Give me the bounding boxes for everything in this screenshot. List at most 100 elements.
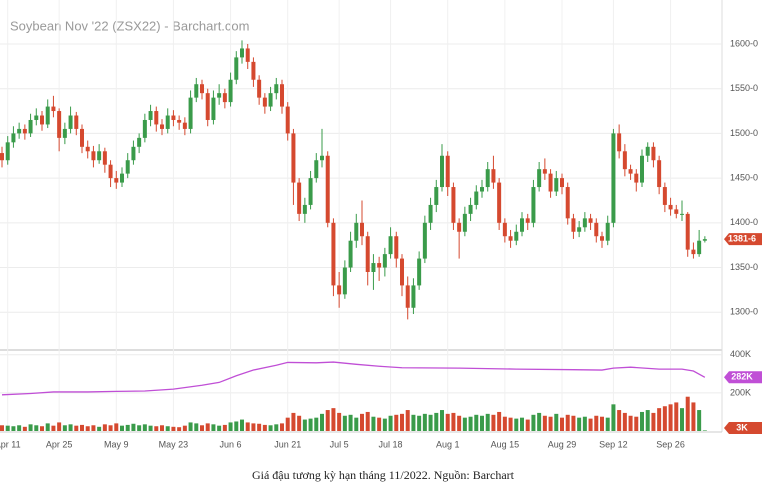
volume-bar [657, 408, 662, 431]
candle-body [657, 160, 662, 188]
candle-body [320, 155, 324, 161]
volume-bar [222, 424, 227, 431]
volume-bar [588, 418, 593, 431]
candle-body [502, 222, 507, 237]
x-tick-label: Jul 18 [379, 439, 403, 449]
candle-body [217, 93, 222, 98]
candle-body [485, 169, 490, 188]
volume-bar [108, 425, 113, 431]
volume-bar [451, 412, 456, 431]
volume-bar [120, 425, 124, 431]
last-price-label: 1381-6 [728, 234, 756, 244]
x-tick-label: Jun 21 [274, 439, 301, 449]
candle-body [182, 122, 187, 129]
x-tick-label: Sep 26 [656, 439, 685, 449]
volume-bar [502, 416, 507, 431]
volume-bar [531, 414, 536, 431]
candle-body [125, 160, 130, 174]
candle-body [611, 133, 616, 223]
candle-body [525, 218, 530, 223]
candle-body [411, 285, 416, 308]
volume-bar [137, 425, 142, 431]
volume-bar [645, 410, 650, 431]
volume-bar [131, 423, 136, 431]
candle-body [62, 128, 67, 138]
volume-bar [211, 424, 216, 431]
candle-body [537, 169, 542, 188]
volume-bar [457, 415, 462, 431]
volume-bar [34, 425, 39, 431]
chart-title: Soybean Nov '22 (ZSX22) - Barchart.com [10, 18, 249, 33]
volume-bar [662, 406, 667, 431]
volume-bar [691, 402, 696, 431]
candle-body [428, 204, 433, 223]
volume-bar [685, 396, 690, 431]
volume-bar [57, 422, 62, 431]
volume-bar [571, 415, 576, 431]
candle-body [257, 79, 262, 98]
plot-area [0, 0, 722, 432]
volume-bar [217, 425, 222, 431]
volume-bar [308, 418, 313, 431]
candle-body [211, 97, 216, 120]
volume-bar [422, 413, 427, 431]
volume-bar [674, 402, 679, 431]
volume-bar [74, 425, 79, 431]
x-tick-label: Aug 15 [491, 439, 520, 449]
candle-body [474, 191, 479, 205]
volume-bar [371, 416, 376, 431]
volume-bar [651, 412, 656, 431]
candle-body [480, 187, 484, 192]
candle-body [668, 204, 673, 210]
volume-bar [291, 412, 296, 431]
volume-bar [285, 417, 290, 431]
volume-bar [445, 413, 450, 431]
volume-bar [28, 424, 33, 431]
candle-body [400, 258, 404, 286]
candle-body [554, 178, 559, 192]
volume-bar [320, 413, 324, 431]
candle-body [365, 236, 370, 272]
candle-body [662, 187, 667, 205]
x-tick-label: Apr 11 [0, 439, 21, 449]
candle-body [640, 155, 644, 183]
volume-bar [102, 424, 107, 431]
candle-body [68, 115, 73, 129]
y-tick-label: 1550-0 [730, 83, 758, 93]
volume-bar [182, 425, 187, 431]
candle-body [582, 218, 587, 228]
volume-bar [640, 411, 644, 431]
candle-body [645, 146, 650, 156]
volume-bar [302, 419, 307, 431]
volume-bar [440, 410, 444, 431]
candle-body [462, 213, 467, 232]
volume-bar [85, 426, 90, 431]
volume-bar [205, 423, 210, 431]
volume-bar [5, 425, 10, 431]
volume-bar [154, 426, 159, 431]
volume-bar [525, 419, 530, 431]
candle-body [200, 84, 204, 94]
volume-bar [17, 425, 22, 431]
candle-body [234, 57, 239, 80]
x-tick-label: Aug 29 [548, 439, 577, 449]
candle-body [28, 119, 33, 134]
volume-bar [491, 414, 496, 431]
candle-body [285, 106, 290, 134]
volume-bar [80, 424, 84, 431]
volume-bar [417, 415, 422, 431]
candle-body [274, 84, 279, 94]
volume-bar [314, 417, 319, 431]
candle-body [451, 187, 456, 223]
candle-body [697, 240, 702, 255]
volume-bar [22, 426, 27, 431]
candle-body [142, 119, 147, 138]
candle-body [354, 222, 359, 241]
candle-body [120, 173, 124, 183]
candle-body [680, 213, 684, 215]
candle-body [417, 258, 422, 286]
x-tick-label: Sep 12 [599, 439, 628, 449]
volume-bar [428, 414, 433, 431]
y-tick-label: 1400-0 [730, 217, 758, 227]
y2-tick-label: 400K [730, 349, 751, 359]
